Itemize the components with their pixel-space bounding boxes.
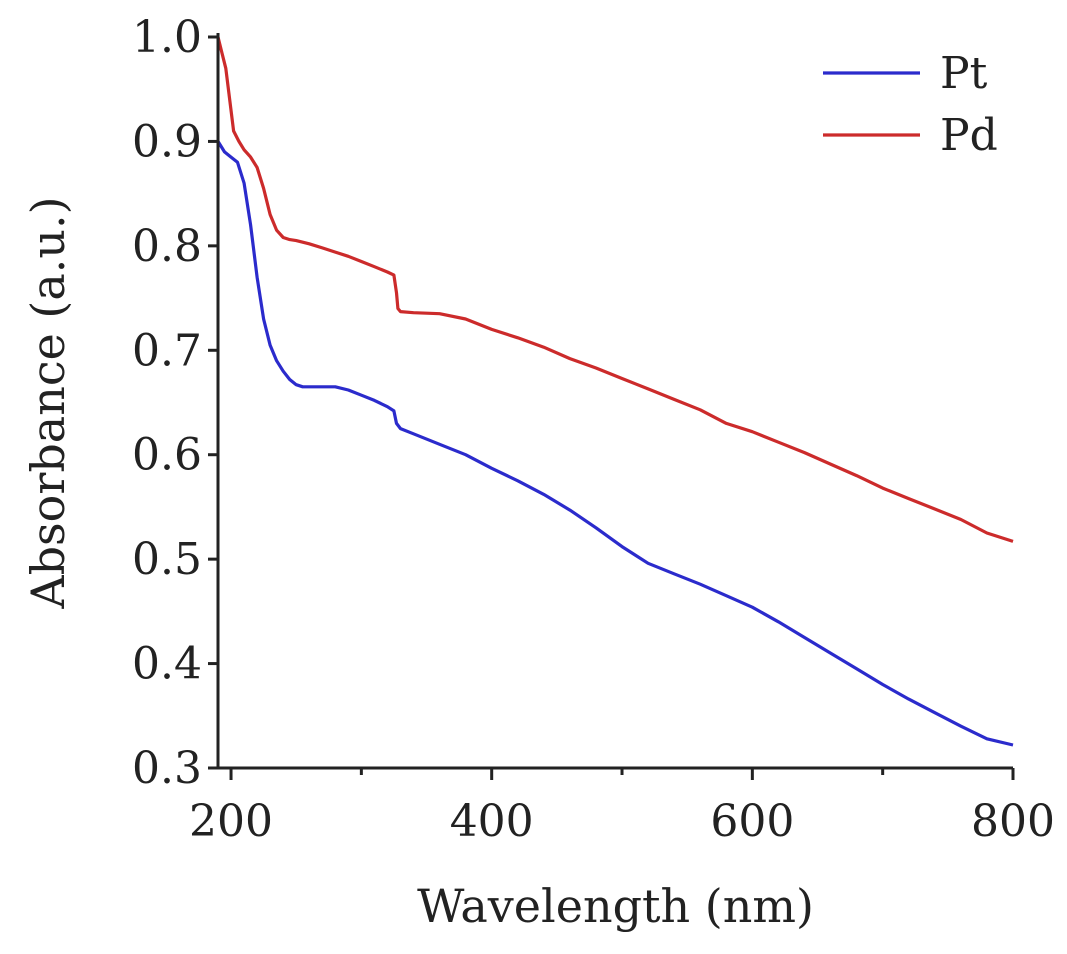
legend: Pt Pd xyxy=(823,48,998,161)
x-tick-label: 800 xyxy=(971,796,1055,847)
x-axis-title: Wavelength (nm) xyxy=(417,879,814,933)
y-tick-label: 1.0 xyxy=(132,12,202,63)
plot-area xyxy=(216,36,1014,747)
y-axis-title: Absorbance (a.u.) xyxy=(21,196,75,609)
x-tick-label: 200 xyxy=(189,796,273,847)
y-tick-label: 0.8 xyxy=(132,221,202,272)
y-tick-label: 0.5 xyxy=(132,534,202,585)
y-tick-label: 0.3 xyxy=(132,743,202,794)
legend-label-pd: Pd xyxy=(940,110,998,161)
series-line-pd xyxy=(216,36,1014,543)
x-tick-label: 400 xyxy=(450,796,534,847)
y-tick-label: 0.6 xyxy=(132,430,202,481)
legend-label-pt: Pt xyxy=(940,48,988,99)
series-line-pt xyxy=(216,140,1014,747)
x-tick-label: 600 xyxy=(710,796,794,847)
axes: 0.3 0.4 0.5 0.6 0.7 0.8 0.9 1.0 200 400 600 800 xyxy=(132,12,1055,847)
y-tick-label: 0.7 xyxy=(132,325,202,376)
y-tick-label: 0.4 xyxy=(132,639,202,690)
y-tick-label: 0.9 xyxy=(132,116,202,167)
